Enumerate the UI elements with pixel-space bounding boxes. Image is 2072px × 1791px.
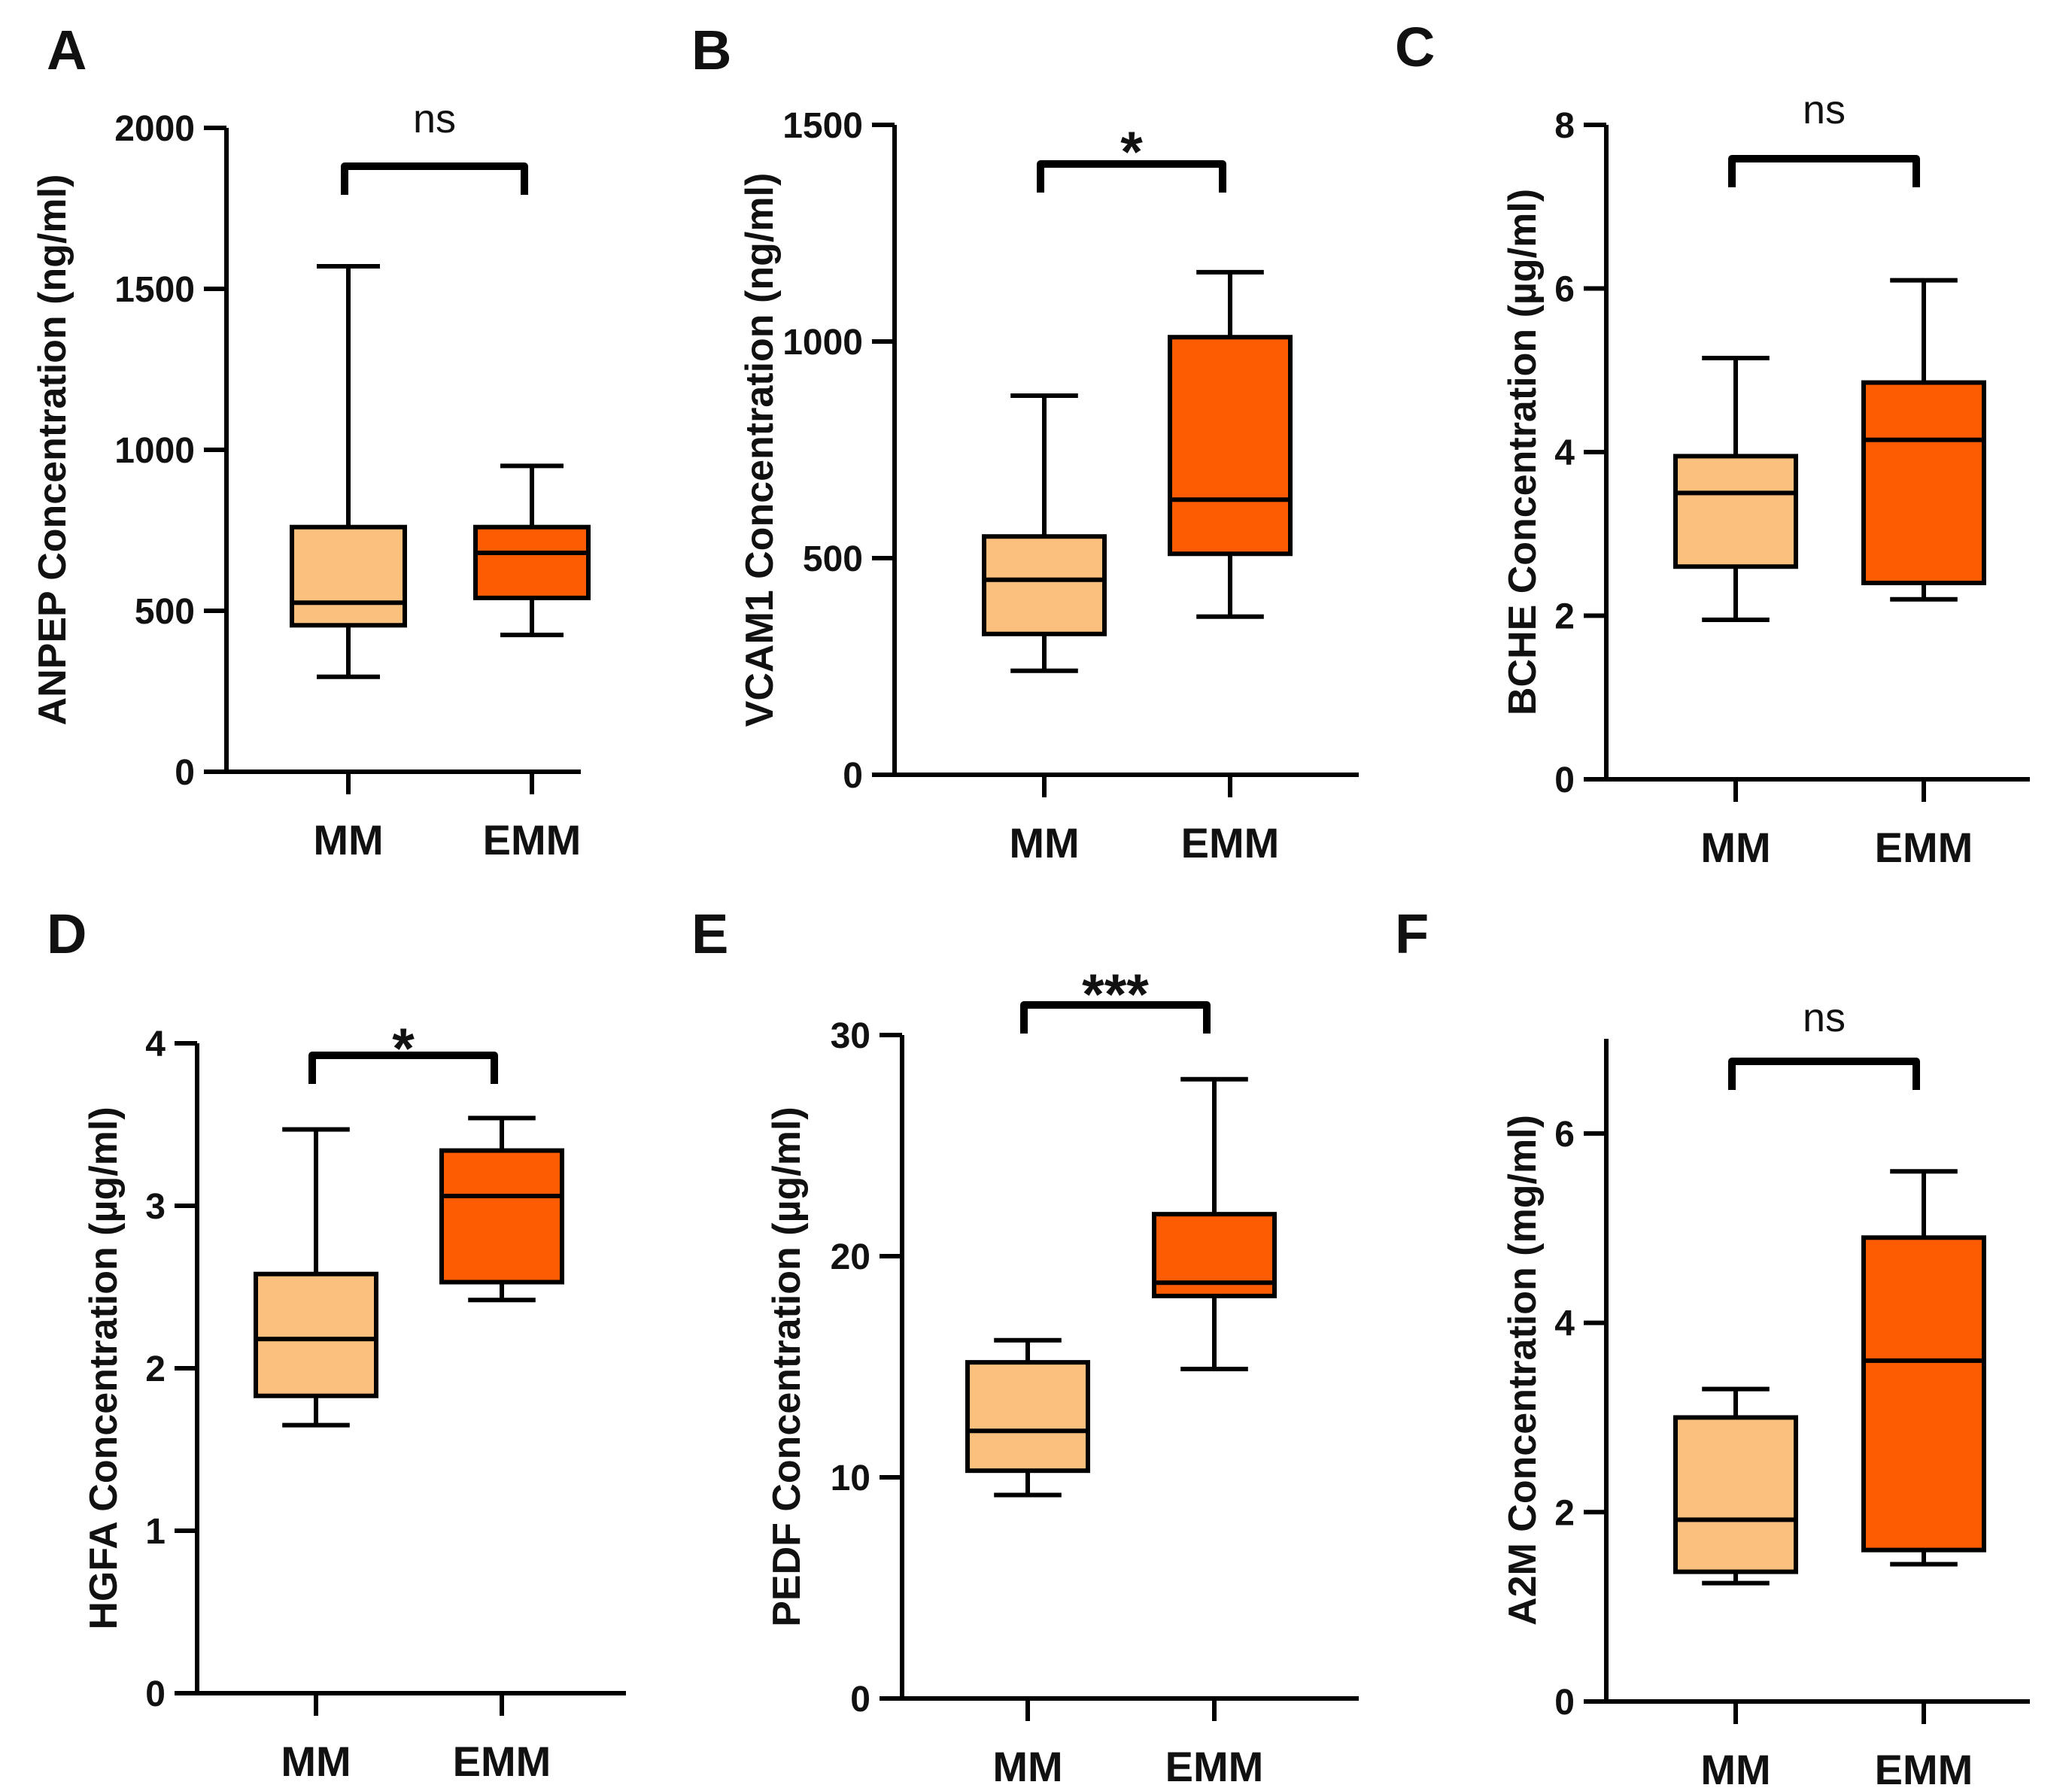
- box-emm: [1168, 335, 1293, 557]
- y-tick-label: 2: [1554, 597, 1575, 637]
- chart-panel-e: E 0 10 20 30 PEDF Concentration (µg/ml) MM EMM *…: [691, 903, 1359, 1790]
- y-tick-label: 20: [831, 1237, 870, 1277]
- y-tick-label: 1: [145, 1512, 166, 1552]
- y-axis-title: HGFA Concentration (µg/ml): [82, 1106, 126, 1629]
- y-axis-title: A2M Concentration (mg/ml): [1501, 1115, 1545, 1626]
- box-mm: [1673, 454, 1798, 569]
- y-axis-title: ANPEP Concentration (ng/ml): [31, 175, 74, 726]
- y-tick-label: 4: [1554, 433, 1575, 473]
- significance-label: ***: [1082, 963, 1149, 1027]
- y-tick-label: 0: [1554, 1683, 1575, 1723]
- y-tick-label: 0: [175, 753, 195, 793]
- x-tick-label-emm: EMM: [1181, 819, 1280, 867]
- significance-bracket: [1728, 155, 1920, 187]
- y-tick-label: 0: [850, 1680, 870, 1720]
- significance-label: ns: [1803, 995, 1846, 1040]
- y-axis-title: PEDF Concentration (µg/ml): [765, 1106, 809, 1627]
- y-tick-label: 30: [831, 1016, 870, 1056]
- panel-letter: E: [691, 903, 728, 965]
- y-tick-label: 0: [145, 1674, 166, 1714]
- chart-panel-d: D 0 1 2 3 4 HGFA Concentration (µg/ml) MM EMM *: [47, 903, 626, 1785]
- y-tick-label: 8: [1554, 106, 1575, 146]
- x-tick-label-mm: MM: [1009, 819, 1079, 867]
- y-tick-label: 3: [145, 1187, 166, 1227]
- significance-bracket: [1020, 1001, 1211, 1034]
- x-tick-label-mm: MM: [1700, 824, 1770, 871]
- chart-panel-a: A 0 500 1000 1500 2000 ANPEP Concentration (ng…: [31, 19, 591, 864]
- y-tick-label: 1000: [782, 323, 863, 363]
- y-tick-label: 500: [135, 592, 195, 632]
- significance-bracket: [341, 162, 528, 195]
- panel-letter: D: [47, 903, 87, 965]
- y-axis-title: VCAM1 Concentration (ng/ml): [738, 173, 782, 727]
- x-tick-label-emm: EMM: [1165, 1743, 1264, 1790]
- significance-label: ns: [413, 96, 456, 141]
- significance-bracket: [1728, 1058, 1920, 1090]
- panel-letter: B: [691, 19, 731, 81]
- y-tick-label: 10: [831, 1459, 870, 1498]
- x-tick-label-mm: MM: [992, 1743, 1062, 1790]
- box-emm: [473, 524, 591, 600]
- x-tick-label-emm: EMM: [483, 816, 582, 864]
- y-tick-label: 6: [1554, 1115, 1575, 1155]
- box-mm: [982, 534, 1107, 636]
- panel-letter: F: [1395, 903, 1429, 965]
- y-tick-label: 1500: [114, 270, 195, 310]
- significance-label: *: [1120, 120, 1143, 184]
- box-emm: [439, 1148, 564, 1285]
- y-tick-label: 2: [1554, 1493, 1575, 1533]
- box-mm: [1673, 1415, 1798, 1574]
- y-tick-label: 0: [843, 756, 863, 796]
- y-tick-label: 4: [1554, 1304, 1575, 1344]
- y-tick-label: 0: [1554, 760, 1575, 800]
- box-mm: [965, 1360, 1090, 1474]
- x-tick-label-mm: MM: [281, 1738, 351, 1785]
- y-tick-label: 1500: [782, 106, 863, 146]
- y-tick-label: 6: [1554, 270, 1575, 310]
- x-tick-label-mm: MM: [1700, 1746, 1770, 1791]
- x-tick-label-mm: MM: [313, 816, 383, 864]
- significance-bracket: [308, 1052, 498, 1084]
- panel-letter: C: [1395, 16, 1435, 78]
- y-tick-label: 1000: [114, 431, 195, 471]
- y-tick-label: 500: [803, 539, 863, 579]
- y-tick-label: 4: [145, 1025, 166, 1064]
- y-tick-label: 2000: [114, 109, 195, 149]
- box-mm: [290, 524, 407, 628]
- y-tick-label: 2: [145, 1349, 166, 1389]
- box-emm: [1861, 1235, 1986, 1553]
- box-emm: [1861, 380, 1986, 585]
- significance-label: ns: [1803, 87, 1846, 132]
- x-tick-label-emm: EMM: [453, 1738, 551, 1785]
- x-tick-label-emm: EMM: [1875, 824, 1973, 871]
- chart-panel-c: C 0 2 4 6 8 BCHE Concentration (µg/ml) MM EMM ns: [1395, 16, 2030, 871]
- y-axis-title: BCHE Concentration (µg/ml): [1501, 189, 1545, 715]
- significance-bracket: [1037, 160, 1226, 193]
- significance-label: *: [392, 1017, 415, 1081]
- panel-letter: A: [47, 19, 87, 81]
- box-mm: [254, 1271, 378, 1398]
- x-tick-label-emm: EMM: [1875, 1746, 1973, 1791]
